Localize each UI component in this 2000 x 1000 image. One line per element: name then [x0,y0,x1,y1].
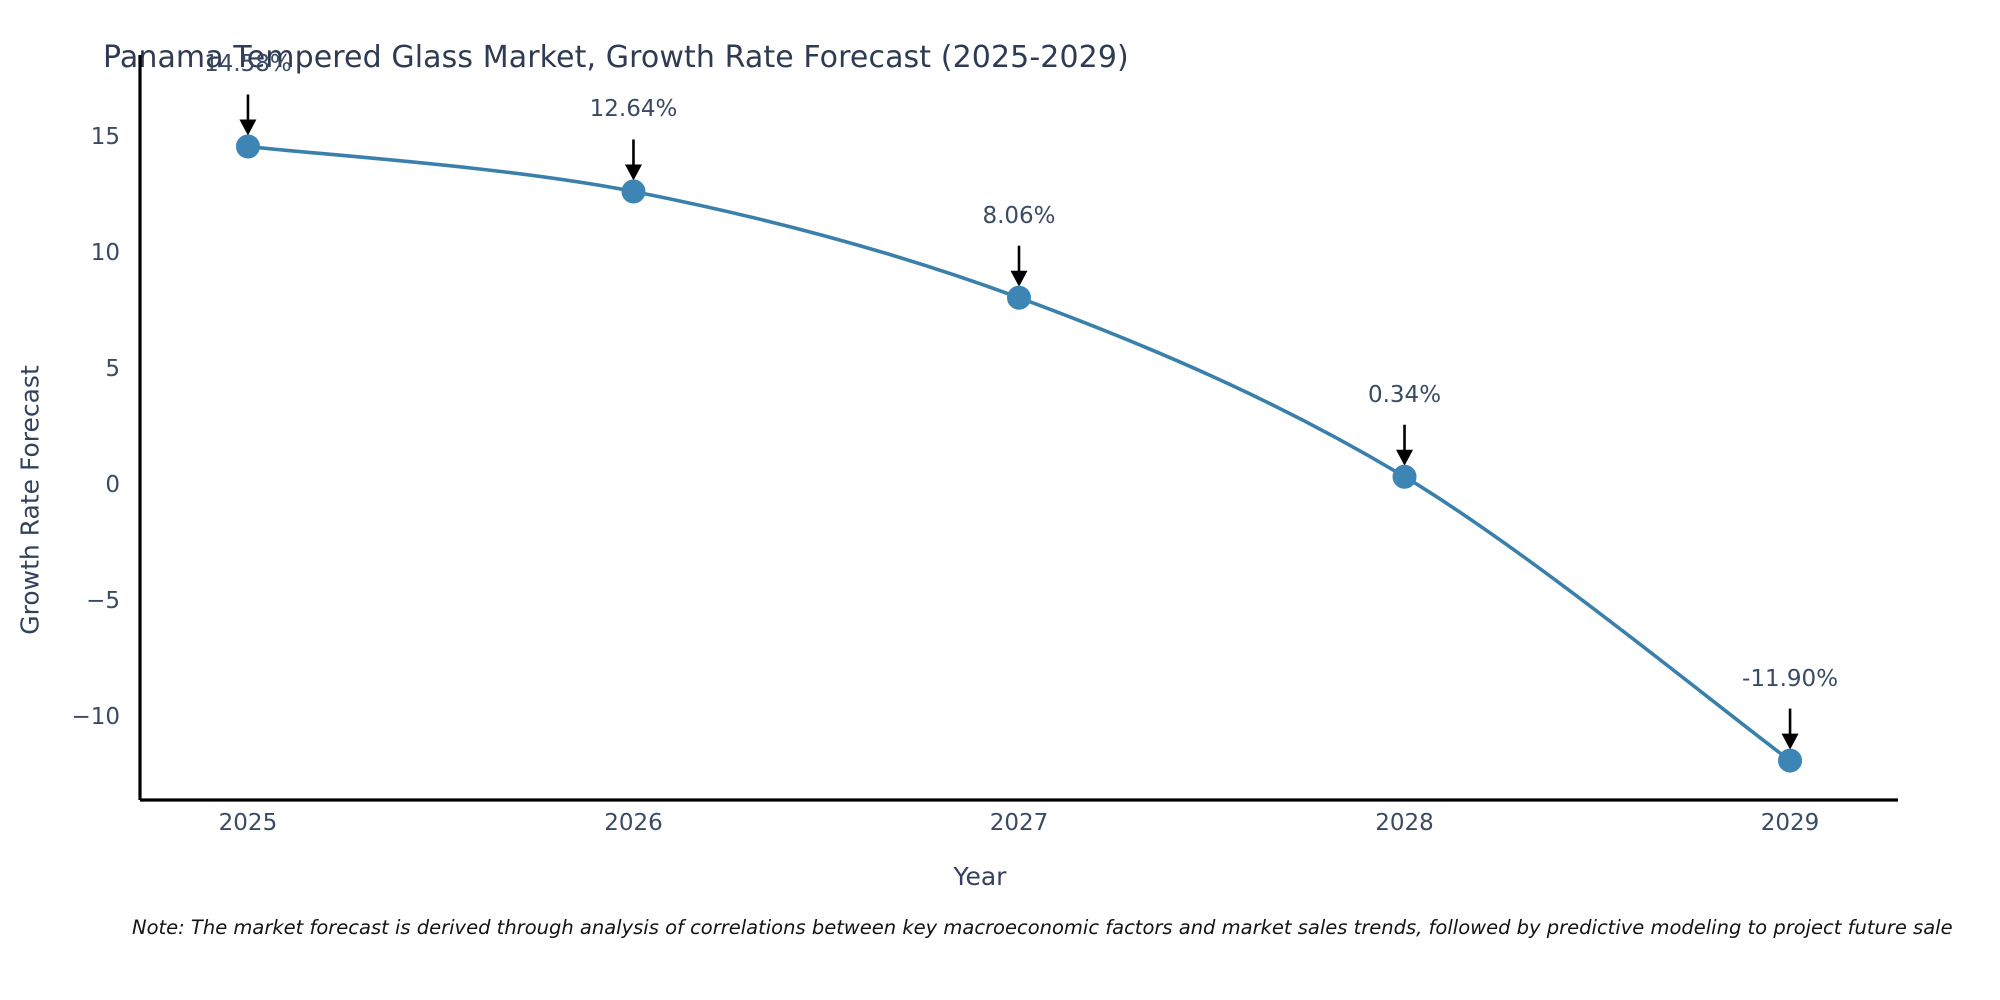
y-tick-label: 15 [90,123,120,150]
y-tick-label: 0 [105,471,120,498]
data-point-label: 8.06% [982,202,1056,229]
axis-lines [138,55,1898,802]
data-point-label: 14.58% [204,51,292,78]
x-tick-label: 2027 [989,810,1049,836]
x-tick-label: 2025 [218,810,278,836]
x-axis-title: Year [953,862,1007,891]
y-tick-label: 10 [90,239,120,266]
annotation-arrows [239,94,1799,750]
data-point-label: 0.34% [1367,381,1442,408]
data-point-label: -11.90% [1742,665,1839,692]
x-tick-label: 2026 [604,810,663,836]
chart-note: Note: The market forecast is derived thr… [132,916,1953,939]
x-tick-label: 2029 [1760,810,1820,836]
chart-title: Panama Tempered Glass Market, Growth Rat… [103,40,1129,75]
y-tick-label: 5 [105,355,120,382]
y-tick-label: −5 [86,587,120,614]
data-point-label: 12.64% [589,96,678,123]
y-axis-tick-labels: 15 10 5 0 −5 −10 [30,0,120,1000]
series-line [246,144,1792,763]
y-tick-label: −10 [71,703,120,730]
data-point-markers [235,134,1803,773]
x-tick-label: 2028 [1375,810,1434,836]
